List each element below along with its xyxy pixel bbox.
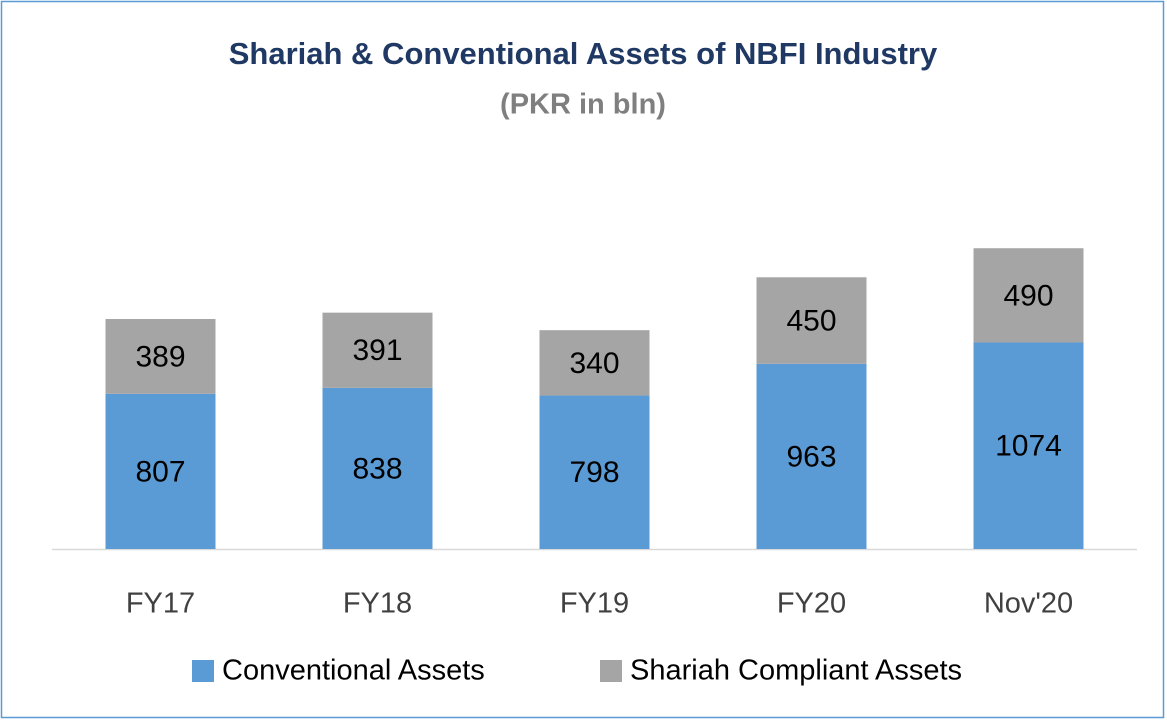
data-label: 963 [786,440,836,473]
bar-segment [105,393,216,549]
data-label: 490 [1003,279,1053,312]
legend-label: Conventional Assets [222,655,485,687]
bar-segment [973,342,1084,549]
bar-segment [973,248,1084,343]
bar-segment [322,387,433,549]
x-tick-label: FY17 [126,588,195,620]
bar-segment [756,363,867,549]
bar-segment [539,395,650,549]
data-label: 798 [569,456,619,489]
data-label: 450 [786,304,836,337]
legend-swatch [600,660,622,682]
chart-subtitle: (PKR in bln) [500,89,666,121]
x-tick-label: FY19 [560,588,629,620]
legend-swatch [192,660,214,682]
data-label: 340 [569,347,619,380]
legend-label: Shariah Compliant Assets [630,655,962,687]
bar-segment [539,330,650,396]
x-tick-label: FY20 [777,588,846,620]
data-label: 389 [135,340,185,373]
bar-segment [322,312,433,388]
bar-segment [756,277,867,364]
data-label: 1074 [995,430,1062,463]
data-label: 838 [352,452,402,485]
x-tick-label: Nov'20 [984,588,1073,620]
bar-segment [105,319,216,394]
data-label: 807 [135,455,185,488]
x-tick-label: FY18 [343,588,412,620]
chart-title: Shariah & Conventional Assets of NBFI In… [229,36,938,71]
data-label: 391 [352,334,402,367]
